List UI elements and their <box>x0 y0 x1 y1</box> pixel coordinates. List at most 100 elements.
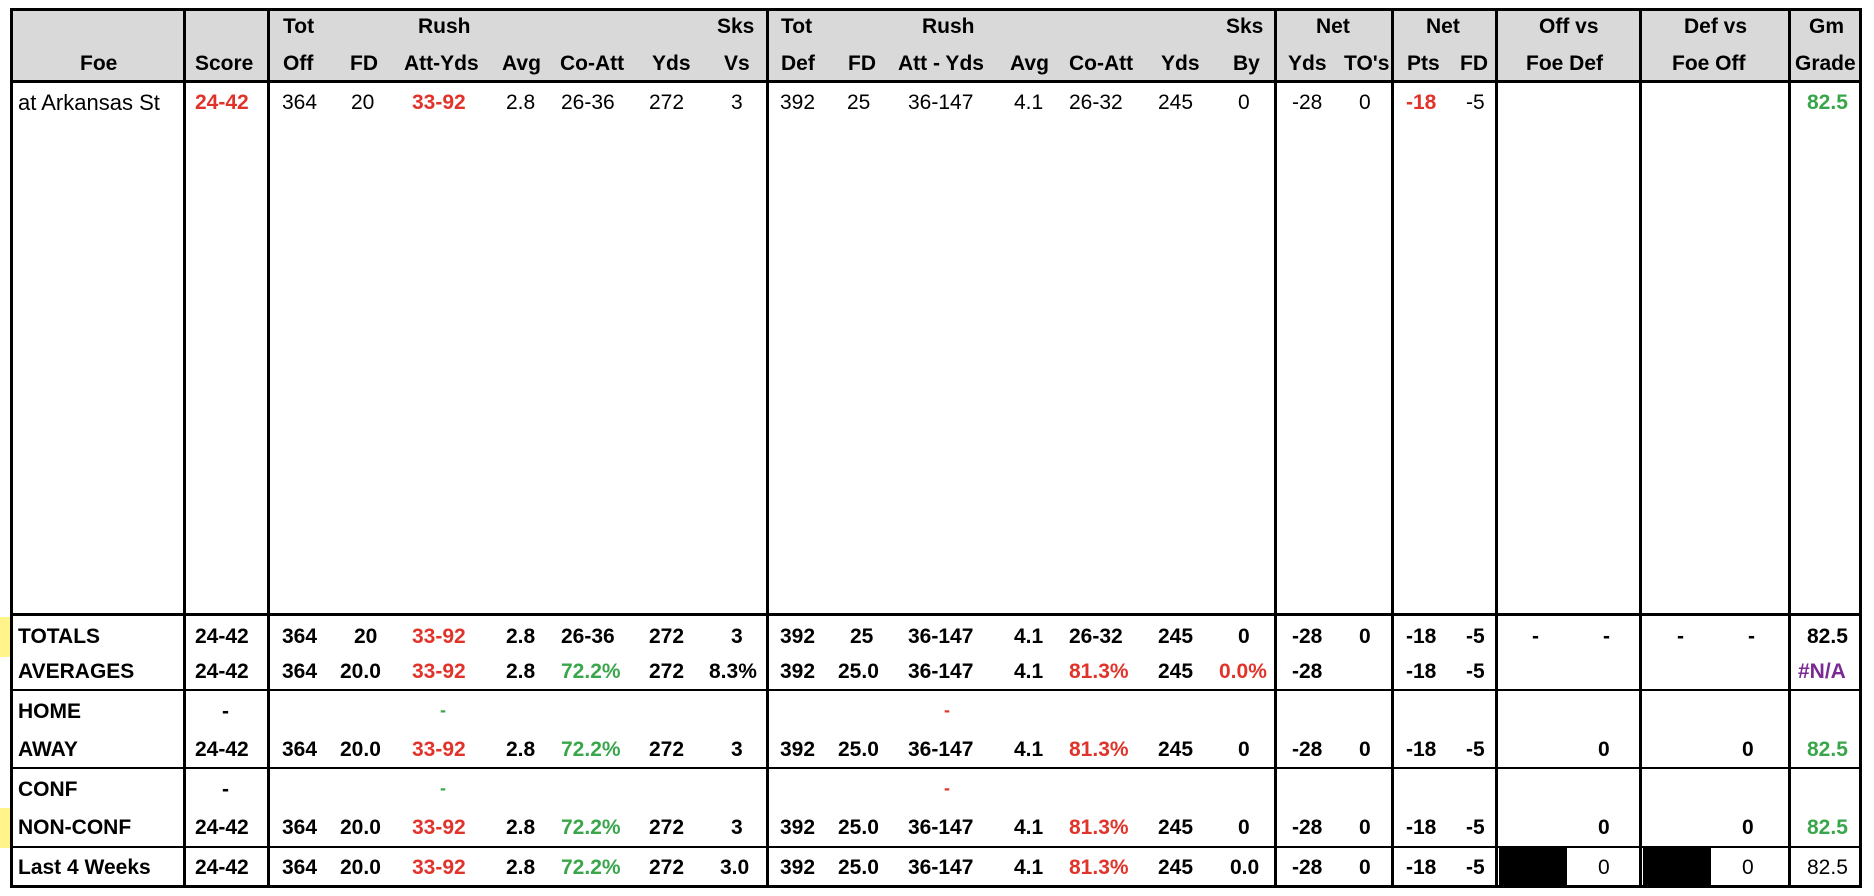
divider-defense <box>1274 8 1277 888</box>
away-avg: 2.8 <box>506 738 536 761</box>
hdr-tos: TO's <box>1344 52 1390 75</box>
averages-nfd: -5 <box>1466 660 1485 683</box>
away-fd: 20.0 <box>340 738 381 761</box>
last4-defvs: 0 <box>1742 856 1754 879</box>
border-away-bottom <box>10 767 1862 769</box>
border-game-bottom <box>10 613 1862 616</box>
last4-sks: 3.0 <box>720 856 750 879</box>
totals-fd: 20 <box>354 625 378 648</box>
game-avg: 2.8 <box>506 91 536 114</box>
divider-net-yds <box>1391 8 1394 888</box>
nonconf-dyds: 245 <box>1158 816 1194 839</box>
totals-dash-2: - <box>1603 625 1610 648</box>
last4-dfd: 25.0 <box>838 856 879 879</box>
hdr-rush-def: Rush <box>922 15 975 38</box>
nonconf-label: NON-CONF <box>18 816 132 839</box>
averages-davg: 4.1 <box>1014 660 1044 683</box>
averages-grade: #N/A <box>1798 660 1846 683</box>
away-rush: 33-92 <box>412 738 466 761</box>
last4-offvs: 0 <box>1598 856 1610 879</box>
away-netyds: -28 <box>1292 738 1323 761</box>
totals-davg: 4.1 <box>1014 625 1044 648</box>
game-off: 364 <box>282 91 318 114</box>
divider-offense <box>766 8 769 888</box>
nonconf-dfd: 25.0 <box>838 816 879 839</box>
averages-off: 364 <box>282 660 318 683</box>
last4-pts: -18 <box>1406 856 1437 879</box>
last4-label: Last 4 Weeks <box>18 856 151 879</box>
hdr-tot-def: Tot <box>781 15 813 38</box>
totals-off: 364 <box>282 625 318 648</box>
hdr-yds-off: Yds <box>652 52 691 75</box>
totals-coatt: 26-36 <box>561 625 615 648</box>
game-def: 392 <box>780 91 816 114</box>
nonconf-tos: 0 <box>1359 816 1371 839</box>
nonconf-score: 24-42 <box>195 816 249 839</box>
last4-netyds: -28 <box>1292 856 1323 879</box>
nonconf-davg: 4.1 <box>1014 816 1044 839</box>
averages-avg: 2.8 <box>506 660 536 683</box>
game-foe: at Arkansas St <box>18 90 160 115</box>
hdr-def: Def <box>781 52 815 75</box>
last4-grade: 82.5 <box>1807 856 1848 879</box>
hdr-vs: Vs <box>724 52 750 75</box>
totals-yds: 272 <box>649 625 685 648</box>
home-drush: - <box>944 700 950 720</box>
nonconf-defvs: 0 <box>1742 816 1754 839</box>
home-label: HOME <box>18 700 81 723</box>
away-drush: 36-147 <box>908 738 974 761</box>
conf-score: - <box>222 778 229 801</box>
header-background <box>10 10 1862 80</box>
nonconf-def: 392 <box>780 816 816 839</box>
game-sksby: 0 <box>1238 91 1250 114</box>
averages-dyds: 245 <box>1158 660 1194 683</box>
game-netyds: -28 <box>1292 91 1323 114</box>
filled-cell-defvs <box>1643 847 1711 885</box>
nonconf-nfd: -5 <box>1466 816 1485 839</box>
game-pts: -18 <box>1406 91 1437 114</box>
totals-dfd: 25 <box>850 625 874 648</box>
hdr-off: Off <box>283 52 314 75</box>
away-coatt: 72.2% <box>561 738 621 761</box>
hdr-foeoff: Foe Off <box>1672 52 1746 75</box>
totals-dcoatt: 26-32 <box>1069 625 1123 648</box>
nonconf-grade: 82.5 <box>1807 816 1848 839</box>
home-rush: - <box>440 700 446 720</box>
conf-drush: - <box>944 778 950 798</box>
hdr-fd-net: FD <box>1460 52 1488 75</box>
nonconf-off: 364 <box>282 816 318 839</box>
last4-fd: 20.0 <box>340 856 381 879</box>
totals-label: TOTALS <box>18 625 101 648</box>
totals-grade: 82.5 <box>1807 625 1848 648</box>
game-dcoatt: 26-32 <box>1069 91 1123 114</box>
nonconf-sksby: 0 <box>1238 816 1250 839</box>
row-highlight-totals <box>0 617 10 657</box>
game-nfd: -5 <box>1466 91 1485 114</box>
last4-off: 364 <box>282 856 318 879</box>
hdr-net-yds-col: Yds <box>1288 52 1327 75</box>
hdr-by: By <box>1233 52 1260 75</box>
border-bottom <box>10 885 1862 888</box>
totals-avg: 2.8 <box>506 625 536 648</box>
hdr-sks-def: Sks <box>1226 15 1264 38</box>
hdr-offvs: Off vs <box>1539 15 1599 38</box>
away-defvs: 0 <box>1742 738 1754 761</box>
hdr-avg-def: Avg <box>1010 52 1049 75</box>
totals-nfd: -5 <box>1466 625 1485 648</box>
game-grade: 82.5 <box>1807 91 1848 114</box>
divider-foe <box>183 8 186 888</box>
last4-drush: 36-147 <box>908 856 974 879</box>
averages-score: 24-42 <box>195 660 249 683</box>
hdr-grade: Grade <box>1795 52 1856 75</box>
averages-dfd: 25.0 <box>838 660 879 683</box>
averages-def: 392 <box>780 660 816 683</box>
hdr-gm: Gm <box>1809 15 1845 38</box>
averages-pts: -18 <box>1406 660 1437 683</box>
totals-drush: 36-147 <box>908 625 974 648</box>
game-dfd: 25 <box>847 91 871 114</box>
averages-dcoatt: 81.3% <box>1069 660 1129 683</box>
totals-tos: 0 <box>1359 625 1371 648</box>
away-davg: 4.1 <box>1014 738 1044 761</box>
last4-avg: 2.8 <box>506 856 536 879</box>
hdr-score: Score <box>195 52 254 75</box>
